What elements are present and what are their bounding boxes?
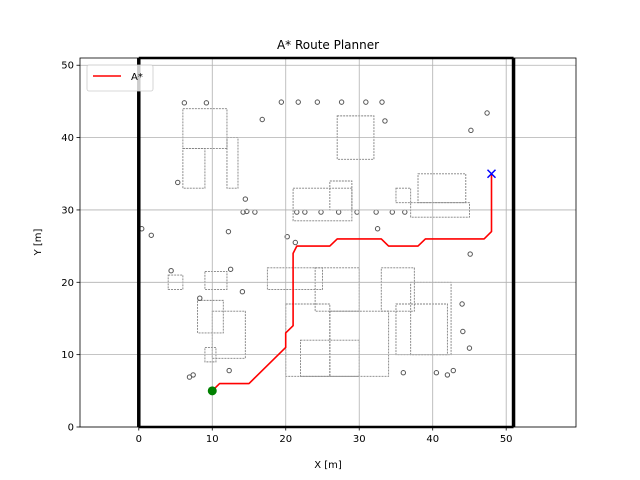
obstacle-point <box>459 301 465 307</box>
obstacle-point <box>379 99 385 105</box>
plot-frame <box>79 57 577 428</box>
obstacle-point <box>382 118 388 124</box>
ticks: 0 10 20 30 40 50 0 10 20 30 40 50 <box>61 61 512 445</box>
obstacle-point <box>295 99 301 105</box>
obstacle-point <box>242 196 249 202</box>
obstacle-point <box>484 110 490 116</box>
chart-title: A* Route Planner <box>277 38 379 52</box>
x-tick-label: 50 <box>500 434 513 445</box>
y-tick-label: 40 <box>61 133 74 144</box>
y-tick-label: 50 <box>61 61 74 72</box>
obstacle-point <box>338 99 345 105</box>
obstacle-point <box>181 100 188 106</box>
obstacle-point <box>444 372 451 378</box>
obstacle-outline <box>266 267 323 290</box>
obstacle-point <box>460 328 466 335</box>
obstacle-point <box>284 234 290 240</box>
obstacle-point <box>467 251 473 257</box>
obstacle-outline <box>197 299 224 334</box>
x-tick-label: 0 <box>136 434 142 445</box>
obstacle-point <box>466 345 473 351</box>
x-axis-title: X [m] <box>314 460 342 471</box>
obstacle-point <box>292 239 299 246</box>
obstacle-point <box>363 99 369 105</box>
path-layer <box>211 173 493 392</box>
obstacle-point <box>259 116 265 123</box>
obstacle-point <box>203 100 210 106</box>
obstacle-point <box>197 295 203 301</box>
x-tick-label: 10 <box>206 434 219 445</box>
goal-marker <box>486 169 497 179</box>
legend-box <box>86 64 154 92</box>
obstacle-outline <box>182 147 206 189</box>
obstacle-outline <box>395 187 412 204</box>
x-tick-label: 20 <box>279 434 292 445</box>
obstacle-point <box>400 370 407 376</box>
series-line-a-star <box>211 173 493 392</box>
legend-label-a-star: A* <box>131 72 143 83</box>
obstacle-point <box>225 228 232 235</box>
obstacle-point <box>433 370 440 376</box>
legend: A* <box>86 64 154 92</box>
y-tick-label: 20 <box>61 278 74 289</box>
obstacle-point <box>190 372 196 378</box>
x-tick-label: 30 <box>353 434 366 445</box>
obstacle-point <box>168 268 174 274</box>
y-tick-label: 0 <box>68 423 74 434</box>
obstacle-point <box>278 99 285 105</box>
obstacle-point <box>227 266 234 272</box>
plot-area <box>80 58 576 427</box>
y-tick-label: 10 <box>61 350 74 361</box>
x-tick-label: 40 <box>426 434 439 445</box>
obstacle-point <box>244 208 250 215</box>
y-tick-label: 30 <box>61 205 74 216</box>
obstacle-point <box>239 289 246 295</box>
obstacle-point <box>148 232 154 238</box>
obstacle-outline <box>226 137 239 189</box>
obstacle-outline <box>380 267 415 312</box>
start-marker <box>207 386 217 396</box>
obstacle-point <box>314 99 321 105</box>
obstacle-point <box>450 367 456 374</box>
obstacle-point <box>226 367 232 374</box>
obstacle-point <box>468 127 474 134</box>
y-axis-title: Y [m] <box>33 228 44 256</box>
obstacle-outline <box>329 180 353 211</box>
obstacle-point <box>374 226 381 232</box>
obstacle-outline <box>204 270 228 290</box>
obstacle-point <box>175 179 181 186</box>
marker-layer <box>207 169 497 396</box>
